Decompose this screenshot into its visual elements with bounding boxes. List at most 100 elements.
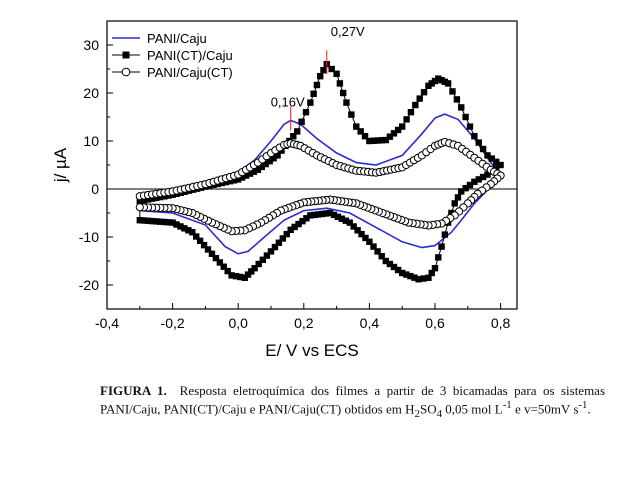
legend-label: PANI/Caju	[147, 31, 207, 46]
data-point	[287, 226, 294, 233]
data-point	[169, 219, 176, 226]
legend-marker	[121, 67, 131, 77]
data-point	[441, 231, 449, 238]
data-point	[181, 225, 188, 232]
data-point	[313, 81, 321, 89]
data-point	[358, 230, 365, 238]
data-point	[232, 273, 240, 280]
data-point	[177, 223, 184, 230]
x-tick-label: 0,0	[228, 315, 248, 331]
data-point	[294, 128, 301, 135]
data-point	[274, 152, 281, 159]
data-point	[259, 256, 266, 263]
caption-text: .	[587, 401, 591, 417]
legend-marker	[122, 51, 130, 59]
y-tick-label: 20	[83, 85, 99, 101]
plot-frame	[106, 20, 518, 310]
data-point	[307, 99, 314, 106]
data-point	[302, 109, 310, 116]
data-point	[353, 123, 360, 130]
data-point	[298, 118, 305, 125]
data-point	[484, 171, 491, 178]
caption-subscript: 2	[414, 407, 420, 420]
data-point	[165, 219, 172, 226]
data-point	[428, 80, 435, 87]
data-point	[299, 217, 306, 225]
data-point	[246, 170, 254, 177]
data-point	[238, 174, 246, 181]
data-point	[311, 211, 318, 219]
data-point	[271, 243, 279, 251]
data-point	[458, 104, 465, 111]
data-point	[237, 273, 244, 281]
data-point	[235, 176, 242, 183]
caption-text: Resposta eletroquímica dos filmes a part…	[100, 383, 606, 417]
data-point	[394, 266, 402, 274]
data-point	[394, 126, 402, 134]
data-point	[255, 260, 262, 268]
data-point	[382, 136, 389, 144]
figure-caption: FIGURA 1. Resposta eletroquímica dos fil…	[100, 383, 605, 422]
data-point	[435, 254, 442, 261]
data-point	[339, 89, 347, 97]
data-point	[374, 137, 381, 144]
data-point	[144, 196, 152, 203]
data-point	[350, 223, 357, 230]
x-tick-label: 0,6	[425, 315, 445, 331]
data-point	[263, 252, 271, 259]
data-point	[453, 96, 461, 103]
data-point	[322, 210, 330, 217]
legend-item: PANI/Caju	[112, 31, 207, 46]
data-point	[338, 215, 346, 222]
data-point	[435, 75, 442, 82]
data-point	[157, 218, 164, 225]
data-point	[290, 133, 297, 140]
caption-subscript: 4	[436, 407, 443, 420]
data-point	[390, 130, 398, 137]
peak-annotation: 0,16V	[271, 94, 305, 109]
data-point	[366, 137, 373, 145]
x-tick-label: -0,2	[161, 315, 185, 331]
data-point	[258, 163, 266, 171]
y-axis-label: j/ µA	[51, 147, 70, 183]
y-tick-label: 10	[83, 133, 99, 149]
data-point	[208, 250, 216, 257]
data-point	[228, 272, 235, 279]
data-point	[346, 219, 353, 226]
data-point	[267, 248, 275, 255]
x-axis-label: E/ V vs ECS	[265, 341, 359, 360]
series-1	[136, 61, 504, 283]
data-point	[216, 259, 224, 266]
y-tick-label: -10	[79, 229, 99, 245]
data-point	[254, 166, 262, 173]
data-point	[415, 276, 422, 283]
data-point	[295, 220, 302, 228]
data-point	[241, 274, 248, 281]
y-tick-label: -20	[79, 277, 99, 293]
data-point	[270, 155, 277, 162]
data-point	[370, 137, 377, 144]
data-point	[428, 269, 435, 277]
data-point	[399, 269, 406, 277]
data-point	[479, 173, 487, 181]
data-point	[275, 239, 283, 246]
data-point	[330, 211, 338, 219]
data-point	[326, 209, 334, 217]
data-point	[153, 218, 160, 225]
data-point	[357, 128, 364, 135]
caption-text: SO	[419, 401, 437, 417]
data-point	[466, 123, 474, 130]
data-point	[315, 211, 322, 218]
data-point	[283, 230, 290, 238]
data-point	[185, 227, 192, 234]
data-point	[471, 178, 478, 185]
data-point	[454, 194, 462, 201]
data-point	[354, 227, 361, 234]
data-point	[279, 235, 287, 242]
data-point	[262, 160, 269, 168]
data-point	[497, 161, 504, 169]
data-point	[320, 67, 327, 74]
data-point	[348, 111, 355, 118]
data-point	[148, 217, 156, 225]
data-point	[403, 116, 410, 123]
